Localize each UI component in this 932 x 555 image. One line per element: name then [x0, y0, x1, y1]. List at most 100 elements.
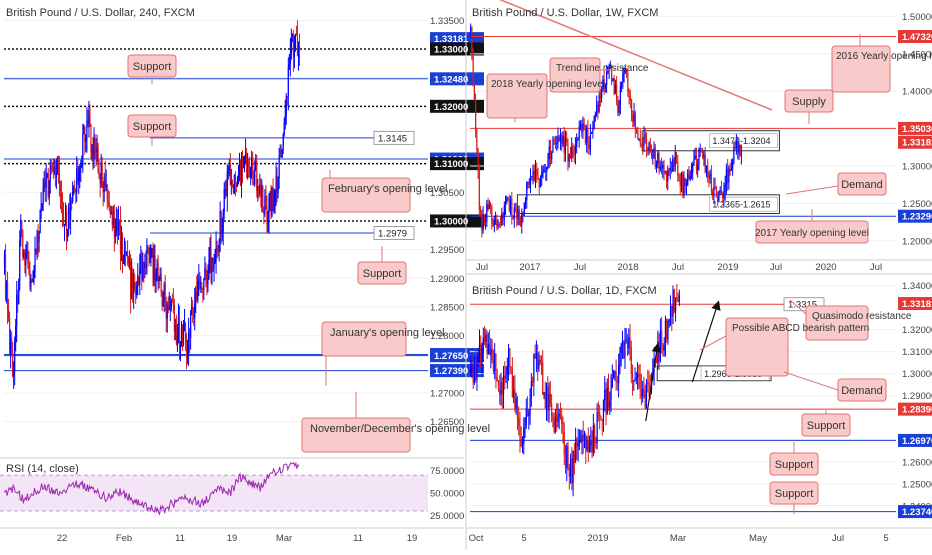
- weekly-candle: [558, 136, 560, 142]
- h4-candle: [261, 186, 263, 198]
- daily-candle: [618, 365, 620, 384]
- weekly-candle: [699, 148, 701, 150]
- h4-candle: [8, 318, 11, 355]
- weekly-trend-line: [498, 0, 773, 111]
- daily-candle: [501, 382, 503, 395]
- h4-candle: [46, 173, 48, 179]
- h4-candle: [53, 166, 55, 173]
- daily-y-tick: 1.34000: [902, 281, 932, 292]
- h4-y-tick: 1.28500: [430, 302, 464, 313]
- weekly-candle: [472, 54, 474, 86]
- weekly-candle: [548, 146, 550, 159]
- daily-candle: [597, 412, 600, 414]
- h4-candle: [131, 272, 133, 299]
- weekly-candle: [618, 104, 620, 113]
- weekly-candle: [497, 224, 499, 227]
- weekly-candle: [713, 186, 715, 196]
- daily-candle: [523, 427, 525, 445]
- weekly-candle: [653, 147, 655, 156]
- daily-candle: [588, 445, 591, 452]
- svg-text:Support: Support: [807, 420, 846, 432]
- h4-candle: [159, 273, 161, 280]
- daily-candle: [616, 380, 618, 384]
- weekly-candle: [573, 153, 575, 155]
- weekly-candle: [547, 158, 549, 167]
- h4-candle: [269, 193, 271, 199]
- daily-candle: [480, 344, 482, 367]
- weekly-candle: [523, 202, 525, 216]
- daily-candle: [475, 361, 477, 381]
- daily-chart-panel[interactable]: 1.2968-1.3035 British Pound / U.S. Dolla…: [466, 273, 932, 544]
- h4-candle: [50, 165, 52, 167]
- h4-candle: [225, 188, 227, 196]
- weekly-candle: [587, 128, 589, 146]
- daily-price-badge: [898, 433, 932, 447]
- weekly-candle: [517, 209, 519, 219]
- daily-y-tick: 1.32000: [902, 325, 932, 336]
- daily-candle: [666, 320, 668, 340]
- daily-candle: [471, 368, 473, 371]
- svg-text:Support: Support: [775, 459, 814, 471]
- h4-candle: [162, 302, 164, 307]
- weekly-candle: [643, 133, 645, 146]
- h4-candle: [171, 301, 173, 303]
- weekly-candle: [733, 147, 735, 163]
- daily-price-badge-label: 1.26970: [902, 436, 932, 447]
- daily-candle: [662, 344, 664, 351]
- h4-candle: [262, 186, 264, 213]
- daily-x-tick: 5: [883, 533, 888, 544]
- h4-candle: [4, 253, 7, 297]
- weekly-chart-panel[interactable]: 1.3472-1.3204 1.2365-1.2615 British Pound…: [465, 0, 932, 550]
- daily-candle: [535, 352, 538, 359]
- weekly-candle: [542, 172, 544, 174]
- daily-candle: [506, 366, 508, 375]
- daily-candle: [575, 439, 577, 461]
- h4-candle: [70, 200, 72, 220]
- svg-text:Possible ABCD bearish pattern: Possible ABCD bearish pattern: [732, 323, 869, 334]
- h4-candle: [244, 154, 247, 161]
- daily-candle: [599, 412, 601, 417]
- daily-candle: [500, 382, 502, 395]
- weekly-candle: [579, 124, 582, 127]
- h4-candle: [73, 187, 75, 192]
- weekly-candle: [553, 139, 555, 141]
- h4-candle: [256, 161, 258, 191]
- h4-candle: [205, 267, 207, 281]
- weekly-price-badge: [898, 30, 932, 44]
- weekly-candle: [679, 178, 681, 187]
- h4-price-badge-label: 1.27650: [434, 351, 468, 362]
- weekly-candle: [613, 78, 615, 95]
- weekly-candle: [534, 169, 537, 180]
- h4-candle: [224, 188, 226, 190]
- h4-candle: [243, 160, 246, 167]
- h4-candle: [257, 186, 259, 191]
- h4-candle: [145, 264, 147, 269]
- h4-candle: [238, 161, 241, 175]
- daily-candle: [473, 361, 476, 383]
- weekly-x-tick: Jul: [770, 262, 782, 273]
- h4-candle: [16, 294, 18, 326]
- weekly-candle: [648, 143, 650, 151]
- h4-candle: [43, 181, 45, 188]
- h4-candle: [172, 301, 174, 306]
- h4-candle: [292, 34, 294, 57]
- daily-candle: [595, 442, 597, 444]
- daily-candle: [533, 354, 535, 383]
- weekly-candle: [660, 165, 663, 169]
- h4-chart-panel[interactable]: British Pound / U.S. Dollar, 240, FXCM 1…: [0, 0, 490, 458]
- weekly-candle: [491, 206, 493, 225]
- h4-candle: [138, 275, 140, 285]
- daily-candle: [567, 446, 569, 469]
- h4-candle: [35, 248, 37, 251]
- h4-candle: [147, 245, 149, 248]
- h4-level-tag: 1.3145: [378, 133, 407, 144]
- note-february-opening: February's opening level: [321, 170, 448, 213]
- h4-candle: [179, 345, 182, 347]
- h4-candle: [297, 45, 300, 56]
- weekly-y-tick: 1.40000: [902, 87, 932, 98]
- h4-candle: [111, 211, 113, 226]
- weekly-candle: [514, 207, 517, 213]
- rsi-panel[interactable]: RSI (14, close) 75.0000 50.0000 25.0000 22…: [0, 457, 464, 544]
- h4-candle: [132, 272, 134, 295]
- h4-candle: [215, 247, 217, 262]
